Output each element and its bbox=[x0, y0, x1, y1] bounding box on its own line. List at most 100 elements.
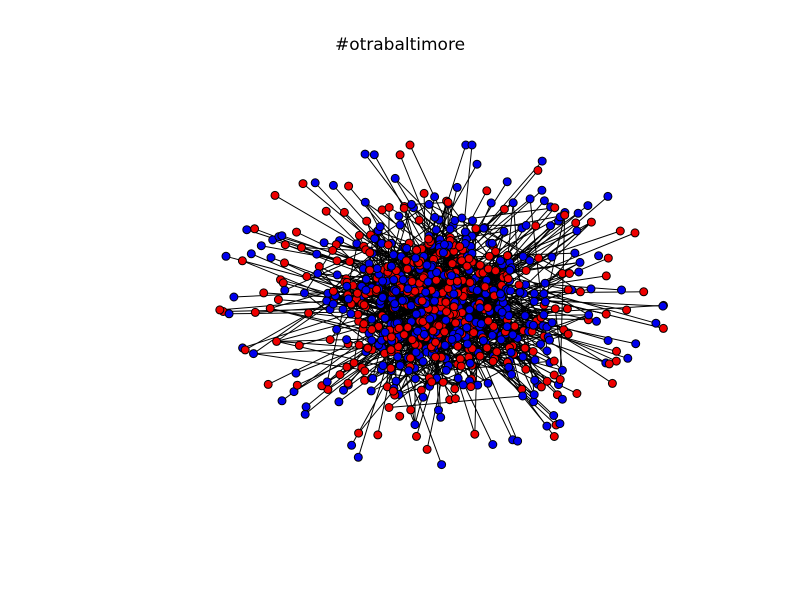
graph-node bbox=[603, 191, 613, 201]
graph-node bbox=[550, 203, 560, 213]
graph-node bbox=[250, 224, 260, 234]
graph-node bbox=[313, 269, 323, 278]
graph-node bbox=[563, 285, 573, 295]
graph-node bbox=[390, 299, 400, 309]
graph-node bbox=[229, 292, 239, 302]
graph-node bbox=[464, 254, 474, 264]
graph-node bbox=[301, 402, 311, 412]
graph-node bbox=[300, 409, 310, 419]
graph-node bbox=[550, 304, 560, 314]
graph-node bbox=[443, 197, 453, 207]
graph-node bbox=[438, 248, 448, 258]
graph-edge bbox=[520, 304, 597, 322]
graph-node bbox=[430, 296, 439, 306]
graph-node bbox=[422, 260, 432, 270]
graph-node bbox=[557, 365, 567, 375]
graph-node bbox=[411, 309, 421, 319]
graph-node bbox=[280, 285, 290, 295]
graph-node bbox=[475, 303, 485, 313]
graph-node bbox=[452, 182, 462, 192]
graph-node bbox=[536, 339, 546, 349]
graph-node bbox=[572, 226, 582, 236]
graph-node bbox=[345, 257, 355, 266]
graph-node bbox=[404, 366, 414, 376]
graph-node bbox=[263, 379, 273, 389]
graph-node bbox=[431, 225, 441, 235]
graph-node bbox=[343, 294, 353, 304]
graph-node bbox=[378, 292, 388, 302]
graph-node bbox=[601, 309, 611, 319]
graph-node bbox=[395, 150, 405, 160]
graph-node bbox=[378, 361, 388, 370]
graph-node bbox=[529, 297, 539, 306]
graph-node bbox=[328, 299, 338, 309]
graph-node bbox=[368, 373, 378, 383]
graph-node bbox=[456, 361, 466, 371]
graph-node bbox=[525, 256, 535, 266]
graph-node bbox=[529, 289, 539, 298]
graph-node bbox=[363, 343, 373, 353]
graph-node bbox=[505, 265, 515, 275]
graph-node bbox=[424, 234, 434, 244]
graph-node bbox=[603, 253, 613, 263]
graph-node bbox=[370, 234, 380, 244]
graph-node bbox=[521, 220, 531, 230]
graph-node bbox=[540, 278, 550, 288]
graph-node bbox=[394, 323, 404, 333]
graph-node bbox=[441, 315, 451, 325]
graph-node bbox=[615, 226, 625, 236]
graph-node bbox=[469, 328, 479, 338]
graph-node bbox=[272, 336, 282, 346]
graph-node bbox=[387, 332, 396, 342]
graph-edge bbox=[304, 340, 396, 415]
graph-node bbox=[508, 330, 518, 340]
graph-node bbox=[265, 303, 275, 313]
graph-node bbox=[450, 384, 460, 394]
graph-node bbox=[406, 405, 416, 415]
graph-edge bbox=[314, 182, 393, 266]
graph-edge bbox=[366, 220, 386, 272]
graph-node bbox=[555, 419, 565, 429]
graph-node bbox=[280, 258, 289, 268]
graph-node bbox=[542, 376, 552, 386]
graph-node bbox=[375, 222, 385, 232]
graph-node bbox=[607, 378, 617, 388]
graph-node bbox=[386, 345, 396, 355]
graph-node bbox=[332, 324, 342, 334]
graph-node bbox=[483, 378, 493, 388]
graph-node bbox=[465, 305, 475, 315]
graph-node bbox=[240, 345, 250, 355]
graph-node bbox=[439, 240, 449, 249]
graph-edge bbox=[506, 312, 613, 384]
graph-node bbox=[482, 343, 492, 353]
graph-node bbox=[321, 206, 331, 216]
graph-node bbox=[310, 178, 320, 188]
graph-node bbox=[312, 249, 322, 259]
graph-node bbox=[431, 352, 440, 362]
graph-node bbox=[352, 288, 362, 298]
graph-node bbox=[518, 391, 528, 401]
graph-node bbox=[549, 411, 559, 420]
graph-node bbox=[419, 329, 429, 339]
graph-node bbox=[215, 305, 225, 315]
graph-node bbox=[540, 297, 550, 307]
graph-node bbox=[437, 460, 447, 470]
graph-node bbox=[418, 357, 428, 366]
graph-node bbox=[549, 432, 559, 441]
graph-node bbox=[486, 198, 496, 208]
graph-node bbox=[298, 179, 308, 189]
graph-node bbox=[405, 140, 415, 150]
graph-node bbox=[242, 225, 252, 235]
graph-node bbox=[292, 380, 302, 390]
graph-node bbox=[515, 287, 525, 297]
graph-node bbox=[297, 243, 306, 252]
graph-node bbox=[322, 377, 332, 387]
graph-node bbox=[525, 194, 535, 204]
graph-node bbox=[506, 286, 516, 296]
graph-node bbox=[302, 272, 312, 281]
graph-node bbox=[537, 185, 547, 195]
graph-node bbox=[432, 268, 442, 277]
graph-node bbox=[462, 339, 472, 349]
graph-node bbox=[277, 396, 287, 406]
